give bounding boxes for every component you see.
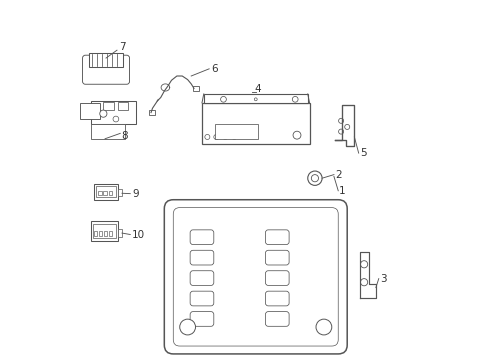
Bar [91,101,136,125]
Circle shape [180,319,196,335]
Circle shape [339,129,343,134]
Bar [103,191,107,195]
Circle shape [220,96,226,102]
FancyBboxPatch shape [266,250,289,265]
Bar [109,191,112,195]
Text: 3: 3 [380,274,387,284]
FancyBboxPatch shape [164,200,347,354]
Circle shape [344,125,350,130]
Bar [104,231,107,236]
Circle shape [361,261,368,268]
Circle shape [113,116,119,122]
Circle shape [254,98,257,101]
Text: 10: 10 [132,230,145,239]
FancyBboxPatch shape [190,271,214,285]
Bar [98,191,101,195]
Bar [93,224,116,238]
Circle shape [293,96,298,102]
Bar [91,125,125,139]
Bar [98,231,102,236]
Circle shape [293,131,301,139]
FancyBboxPatch shape [190,291,214,306]
Text: 1: 1 [339,186,345,197]
Text: 2: 2 [335,170,342,180]
Polygon shape [335,105,354,146]
FancyBboxPatch shape [190,312,214,326]
Bar [94,231,97,236]
Bar [118,189,122,196]
Bar [204,94,308,103]
FancyBboxPatch shape [266,271,289,285]
FancyBboxPatch shape [266,230,289,244]
Circle shape [316,319,332,335]
Text: 8: 8 [122,131,128,141]
Bar [118,229,122,237]
Text: 4: 4 [254,84,261,94]
Bar [202,103,310,144]
Circle shape [232,134,237,139]
Circle shape [339,118,343,123]
Bar [95,184,118,200]
Bar [118,102,128,110]
Text: 9: 9 [132,189,139,199]
Bar [89,53,123,67]
FancyBboxPatch shape [82,55,129,84]
Circle shape [308,171,322,185]
Circle shape [223,134,228,139]
Bar [193,86,199,91]
Text: 6: 6 [211,64,218,74]
Bar [96,186,116,197]
Circle shape [361,279,368,286]
FancyBboxPatch shape [190,250,214,265]
FancyBboxPatch shape [190,230,214,244]
Bar [215,125,258,139]
Bar [103,102,114,110]
Circle shape [205,134,210,139]
Bar [80,103,100,119]
FancyBboxPatch shape [173,208,338,346]
Bar [149,111,155,115]
Text: 5: 5 [360,148,367,158]
FancyBboxPatch shape [266,291,289,306]
Circle shape [214,134,219,139]
FancyBboxPatch shape [266,312,289,326]
Circle shape [100,110,107,117]
Bar [91,221,118,241]
Circle shape [311,175,318,182]
Bar [109,231,112,236]
Text: 7: 7 [119,42,125,52]
